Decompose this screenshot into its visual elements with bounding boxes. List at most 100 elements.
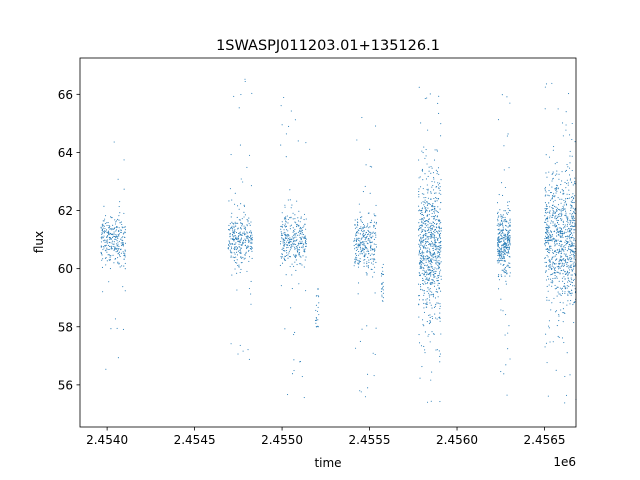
data-point [303, 219, 305, 221]
data-point [422, 289, 424, 291]
data-point [559, 259, 561, 262]
data-point [300, 233, 302, 235]
data-point [433, 206, 435, 208]
data-point [566, 225, 568, 227]
data-point [431, 281, 433, 283]
data-point [301, 264, 303, 266]
data-point [565, 111, 567, 113]
data-point [505, 270, 507, 272]
data-point [101, 254, 103, 256]
data-point [367, 239, 369, 241]
data-point [553, 252, 555, 254]
data-point [239, 219, 241, 221]
data-point [425, 178, 428, 180]
data-point [574, 177, 576, 179]
data-point [506, 246, 508, 248]
data-point [560, 270, 562, 272]
data-point [121, 243, 123, 245]
data-point [318, 296, 320, 298]
data-point [563, 269, 565, 271]
data-point [427, 175, 429, 178]
data-point [426, 215, 428, 217]
data-point [545, 333, 547, 335]
data-point [250, 280, 252, 283]
data-point [104, 250, 106, 252]
data-point [237, 240, 239, 242]
data-point [234, 268, 236, 270]
data-point [568, 272, 570, 274]
data-point [500, 253, 502, 255]
data-point [357, 282, 360, 284]
data-point [109, 232, 111, 234]
data-point [570, 274, 572, 276]
data-point [547, 229, 549, 231]
data-point [282, 242, 284, 244]
data-point [375, 232, 377, 234]
data-point [432, 255, 434, 257]
data-point [571, 170, 573, 172]
data-point [241, 234, 243, 236]
data-point [232, 235, 234, 237]
data-point [431, 255, 433, 257]
data-point [418, 222, 420, 224]
data-point [251, 92, 253, 94]
data-point [244, 254, 246, 256]
data-point [546, 254, 548, 256]
data-point [356, 243, 358, 245]
data-point [107, 244, 109, 246]
data-point [438, 275, 440, 277]
data-point [564, 208, 566, 210]
data-point [247, 236, 249, 238]
data-point [246, 248, 248, 250]
data-point [281, 262, 284, 264]
data-point [544, 257, 546, 259]
data-point [572, 215, 575, 217]
data-point [570, 232, 572, 234]
data-point [552, 149, 554, 151]
data-point [504, 253, 506, 256]
data-point [381, 273, 383, 275]
data-point [381, 288, 383, 290]
data-point [428, 244, 430, 246]
data-point [554, 263, 556, 265]
data-point [436, 216, 438, 218]
data-point [361, 241, 363, 243]
data-point [432, 221, 434, 223]
data-point [569, 179, 571, 181]
data-point [304, 223, 306, 225]
data-point [502, 194, 504, 196]
data-point [124, 250, 126, 252]
data-point [547, 256, 549, 258]
data-point [230, 255, 232, 257]
data-point [419, 244, 421, 246]
data-point [552, 225, 554, 227]
data-point [548, 156, 551, 158]
data-point [553, 297, 555, 299]
data-point [564, 273, 566, 276]
data-point [116, 327, 118, 329]
data-point [283, 241, 285, 243]
data-point [356, 246, 358, 248]
data-point [425, 238, 427, 240]
data-point [292, 242, 294, 244]
data-point [288, 255, 290, 258]
data-point [501, 260, 503, 262]
data-point [365, 253, 367, 255]
data-point [227, 246, 229, 249]
data-point [553, 212, 555, 214]
data-point [431, 245, 433, 247]
data-point [550, 281, 552, 283]
data-point [367, 212, 369, 214]
data-point [123, 226, 125, 228]
data-point [289, 217, 291, 219]
data-point [362, 236, 365, 238]
data-point [428, 202, 430, 205]
data-point [429, 288, 431, 290]
data-point [104, 241, 106, 243]
data-point [569, 252, 572, 254]
data-point [431, 216, 433, 218]
data-point [422, 229, 424, 231]
data-point [547, 230, 549, 232]
data-point [432, 189, 435, 191]
data-point [501, 275, 503, 278]
